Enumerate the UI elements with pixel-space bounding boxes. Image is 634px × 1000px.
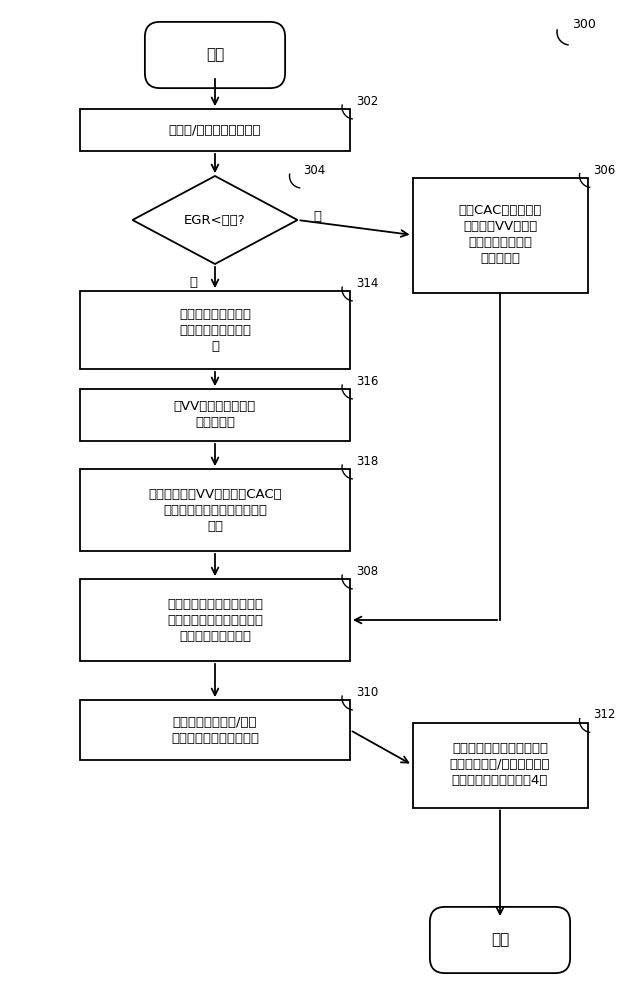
Bar (413, 722, 588, 808)
Bar (80, 291, 350, 369)
Text: 308: 308 (356, 565, 378, 578)
Bar (80, 109, 350, 151)
Text: 氧: 氧 (211, 340, 219, 353)
Text: 放量: 放量 (207, 520, 223, 532)
Text: 306: 306 (593, 163, 616, 176)
Text: 以基础的第一电压操: 以基础的第一电压操 (179, 308, 251, 320)
FancyBboxPatch shape (145, 22, 285, 88)
Text: 并且测量氧: 并且测量氧 (195, 416, 235, 430)
Bar (80, 700, 350, 760)
Text: 304: 304 (304, 164, 326, 177)
Text: 314: 314 (356, 277, 378, 290)
Text: 318: 318 (356, 455, 378, 468)
Text: 放速率或水存储速率: 放速率或水存储速率 (179, 630, 251, 643)
Text: 作氧传感器并且估: 作氧传感器并且估 (468, 236, 532, 249)
Text: 传感器的测量値以确定水释: 传感器的测量値以确定水释 (167, 613, 263, 626)
Text: 基于水释放量、水存储量、: 基于水释放量、水存储量、 (452, 742, 548, 756)
Text: 302: 302 (356, 95, 378, 108)
Text: 结束: 结束 (491, 932, 509, 948)
Text: 调节发动机致动器（图4）: 调节发动机致动器（图4） (452, 774, 548, 788)
Text: 以VV模式操作传感器: 以VV模式操作传感器 (174, 400, 256, 414)
Text: 312: 312 (593, 708, 616, 722)
Text: 结合水释放速率和/或水: 结合水释放速率和/或水 (172, 716, 257, 728)
Text: 开始: 开始 (206, 47, 224, 62)
Text: 否: 否 (313, 210, 321, 223)
Text: 300: 300 (572, 18, 596, 31)
Text: 316: 316 (356, 375, 378, 388)
Text: 以基本模式或VV模式根据CAC出: 以基本模式或VV模式根据CAC出 (148, 488, 281, 500)
Text: 口氧传感器的测量値估算水释: 口氧传感器的测量値估算水释 (163, 504, 267, 516)
Bar (80, 469, 350, 551)
Text: EGR<阈値?: EGR<阈値? (184, 214, 246, 227)
Bar (80, 389, 350, 441)
FancyBboxPatch shape (430, 907, 570, 973)
Text: 存储速率以确定水存储量: 存储速率以确定水存储量 (171, 732, 259, 744)
Text: 算水释放量: 算水释放量 (480, 252, 520, 265)
Text: 基于CAC出口氧传感: 基于CAC出口氧传感 (458, 205, 541, 218)
Text: 310: 310 (356, 686, 378, 699)
Text: 水释放速率和/或水存储速率: 水释放速率和/或水存储速率 (450, 758, 550, 772)
Polygon shape (133, 176, 297, 264)
Text: 比较入口氧传感器和出口氧: 比较入口氧传感器和出口氧 (167, 597, 263, 610)
Bar (413, 178, 588, 292)
Bar (80, 579, 350, 661)
Text: 作氧传感器并且测量: 作氧传感器并且测量 (179, 324, 251, 336)
Text: 器输出以VV模式操: 器输出以VV模式操 (463, 221, 537, 233)
Text: 是: 是 (189, 276, 197, 289)
Text: 估算和/或测量发动机工况: 估算和/或测量发动机工况 (169, 123, 261, 136)
